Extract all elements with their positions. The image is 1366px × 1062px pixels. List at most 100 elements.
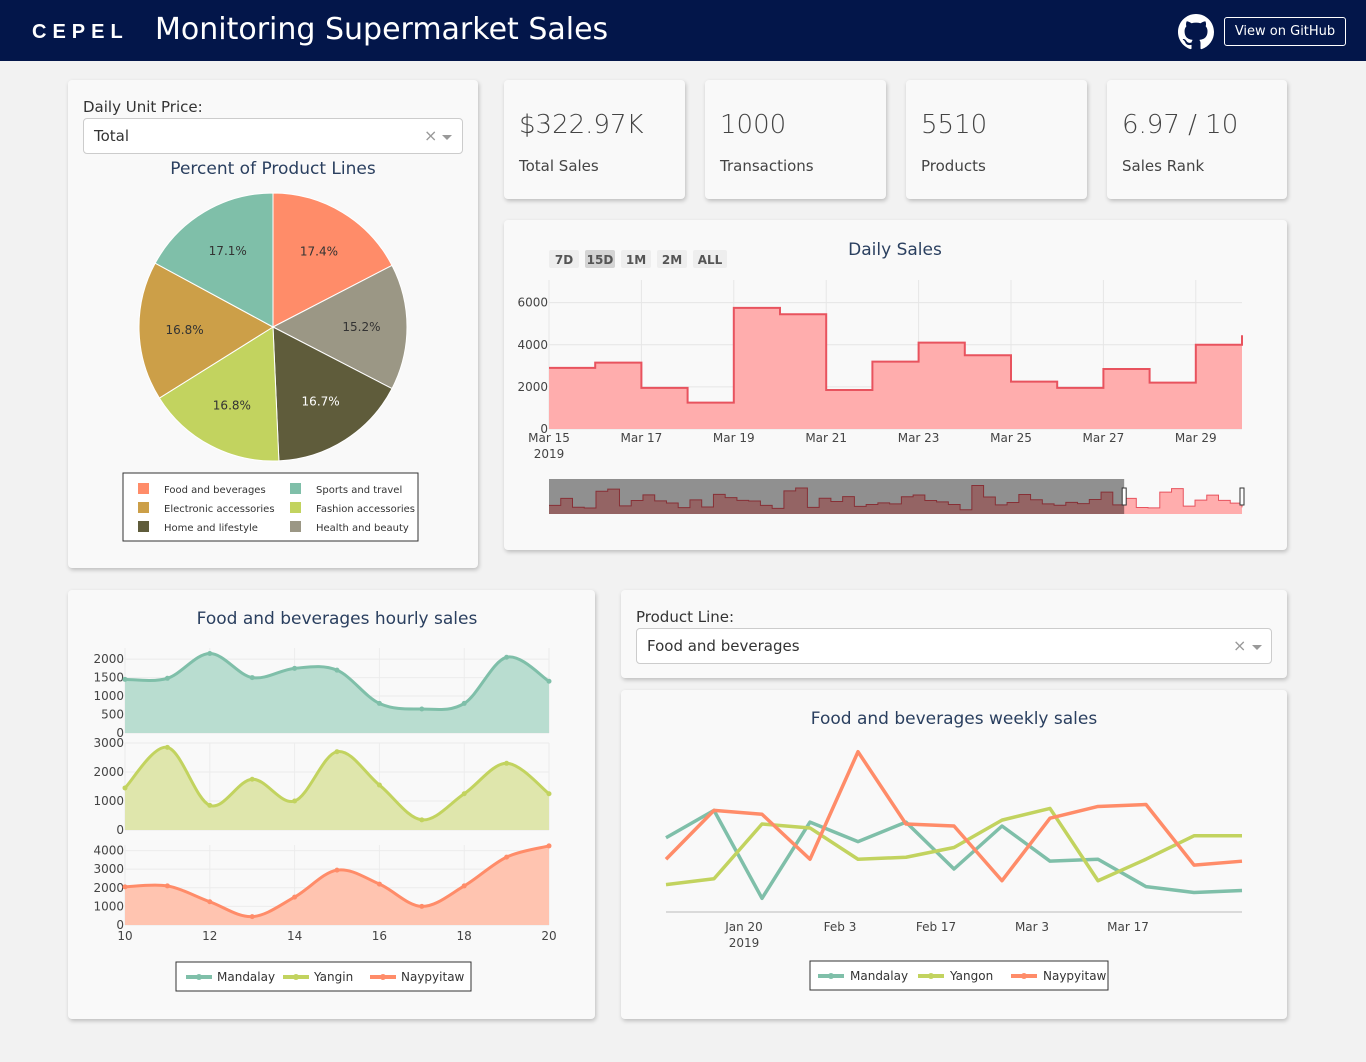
hourly-point[interactable] bbox=[504, 654, 510, 660]
y-tick-label: 6000 bbox=[517, 296, 548, 310]
legend-entry[interactable]: Mandalay bbox=[217, 970, 275, 984]
chevron-down-icon[interactable] bbox=[442, 135, 452, 140]
hourly-area-yangin bbox=[125, 747, 549, 830]
hourly-point[interactable] bbox=[461, 700, 467, 706]
price-filter-value: Total bbox=[94, 127, 130, 145]
x-tick-label: 18 bbox=[457, 929, 472, 943]
pie-slice[interactable] bbox=[272, 192, 393, 328]
legend-marker bbox=[928, 973, 934, 979]
y-tick-label: 1000 bbox=[93, 689, 124, 703]
hourly-point[interactable] bbox=[249, 776, 255, 782]
hourly-point[interactable] bbox=[164, 883, 170, 889]
view-on-github-button[interactable]: View on GitHub bbox=[1224, 17, 1346, 46]
hourly-point[interactable] bbox=[249, 914, 255, 920]
legend-entry[interactable]: Naypyitaw bbox=[401, 970, 465, 984]
legend-entry[interactable]: Sports and travel bbox=[316, 485, 402, 496]
legend-entry[interactable]: Home and lifestyle bbox=[164, 523, 258, 534]
hourly-point[interactable] bbox=[546, 678, 552, 684]
hourly-point[interactable] bbox=[292, 665, 298, 671]
y-tick-label: 2000 bbox=[93, 881, 124, 895]
legend-entry[interactable]: Food and beverages bbox=[164, 485, 266, 496]
range-slider-handle[interactable] bbox=[1239, 487, 1245, 506]
hourly-point[interactable] bbox=[504, 760, 510, 766]
hourly-point[interactable] bbox=[419, 817, 425, 823]
kpi-card-total-sales: $322.97K Total Sales bbox=[504, 80, 685, 199]
range-button-label: 7D bbox=[555, 253, 573, 267]
hourly-legend bbox=[175, 961, 472, 992]
github-icon[interactable] bbox=[1178, 14, 1214, 50]
product-filter-dropdown[interactable]: Food and beverages × bbox=[636, 628, 1272, 664]
clear-icon[interactable]: × bbox=[1233, 636, 1247, 655]
pie-slice[interactable] bbox=[271, 264, 408, 390]
legend-entry[interactable]: Naypyitaw bbox=[1043, 969, 1107, 983]
pie-slice[interactable] bbox=[154, 192, 274, 328]
legend-entry[interactable]: Yangin bbox=[313, 970, 353, 984]
range-slider-handle[interactable] bbox=[1121, 487, 1127, 506]
range-button-7d[interactable] bbox=[549, 250, 579, 268]
hourly-point[interactable] bbox=[376, 881, 382, 887]
chevron-down-icon[interactable] bbox=[1252, 645, 1262, 650]
weekly-line-yangon bbox=[665, 806, 1242, 887]
hourly-point[interactable] bbox=[334, 667, 340, 673]
hourly-point[interactable] bbox=[546, 843, 552, 849]
hourly-point[interactable] bbox=[461, 791, 467, 797]
hourly-point[interactable] bbox=[207, 802, 213, 808]
kpi-label: Products bbox=[921, 157, 986, 175]
legend-entry[interactable]: Yangon bbox=[949, 969, 993, 983]
price-filter-dropdown[interactable]: Total × bbox=[83, 118, 463, 154]
hourly-point[interactable] bbox=[376, 782, 382, 788]
pie-slice-label: 16.8% bbox=[166, 323, 204, 337]
hourly-point[interactable] bbox=[376, 700, 382, 706]
x-tick-label: 20 bbox=[541, 929, 556, 943]
hourly-point[interactable] bbox=[292, 798, 298, 804]
legend-entry[interactable]: Health and beauty bbox=[316, 523, 409, 534]
page-title: Monitoring Supermarket Sales bbox=[155, 12, 609, 47]
kpi-label: Sales Rank bbox=[1122, 157, 1205, 175]
hourly-point[interactable] bbox=[546, 791, 552, 797]
product-line-filter-card: Product Line: Food and beverages × bbox=[621, 590, 1287, 678]
hourly-point[interactable] bbox=[334, 867, 340, 873]
pie-slice[interactable] bbox=[138, 262, 274, 399]
range-button-all[interactable] bbox=[693, 250, 727, 268]
y-tick-label: 4000 bbox=[93, 844, 124, 858]
hourly-point[interactable] bbox=[504, 854, 510, 860]
legend-entry[interactable]: Fashion accessories bbox=[316, 504, 415, 515]
hourly-area-naypyitaw bbox=[125, 845, 549, 925]
range-button-label: 2M bbox=[662, 253, 682, 267]
hourly-point[interactable] bbox=[207, 651, 213, 657]
legend-swatch bbox=[290, 502, 301, 513]
hourly-point[interactable] bbox=[164, 744, 170, 750]
hourly-point[interactable] bbox=[164, 675, 170, 681]
range-button-1m[interactable] bbox=[621, 250, 651, 268]
legend-entry[interactable]: Mandalay bbox=[850, 969, 908, 983]
y-tick-label: 1500 bbox=[93, 671, 124, 685]
x-tick-label: Mar 17 bbox=[621, 431, 663, 445]
daily-sales-area bbox=[549, 307, 1242, 429]
hourly-point[interactable] bbox=[292, 894, 298, 900]
hourly-point[interactable] bbox=[461, 883, 467, 889]
clear-icon[interactable]: × bbox=[424, 126, 438, 145]
pie-slice[interactable] bbox=[272, 326, 393, 462]
y-tick-label: 2000 bbox=[93, 765, 124, 779]
hourly-point[interactable] bbox=[419, 706, 425, 712]
y-tick-label: 1000 bbox=[93, 899, 124, 913]
pie-slice[interactable] bbox=[158, 326, 280, 462]
hourly-sales-title: Food and beverages hourly sales bbox=[197, 609, 478, 629]
legend-entry[interactable]: Electronic accessories bbox=[164, 504, 275, 515]
hourly-point[interactable] bbox=[334, 749, 340, 755]
hourly-point[interactable] bbox=[207, 899, 213, 905]
x-tick-label: Mar 29 bbox=[1175, 431, 1217, 445]
x-tick-label: Mar 15 bbox=[528, 431, 570, 445]
hourly-point[interactable] bbox=[419, 903, 425, 909]
range-button-2m[interactable] bbox=[657, 250, 687, 268]
weekly-sales-card: Food and beverages weekly sales Jan 20 Fe… bbox=[621, 690, 1287, 1019]
range-slider-mask[interactable] bbox=[549, 479, 1125, 514]
hourly-point[interactable] bbox=[122, 676, 128, 682]
pie-chart: Percent of Product Lines 17.4% 15.2% 16.7%… bbox=[122, 159, 419, 542]
x-tick-label: 12 bbox=[202, 929, 217, 943]
y-tick-label: 4000 bbox=[517, 338, 548, 352]
hourly-point[interactable] bbox=[249, 675, 255, 681]
hourly-point[interactable] bbox=[122, 884, 128, 890]
range-button-15d[interactable] bbox=[585, 250, 615, 268]
hourly-point[interactable] bbox=[122, 785, 128, 791]
